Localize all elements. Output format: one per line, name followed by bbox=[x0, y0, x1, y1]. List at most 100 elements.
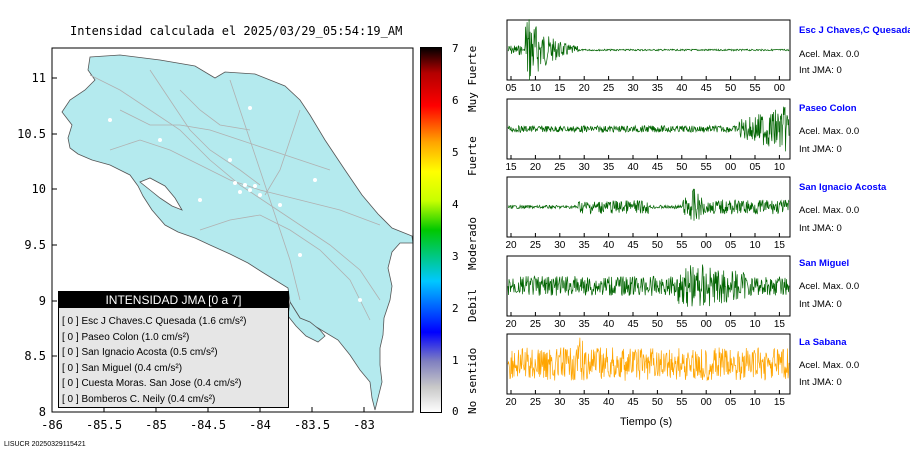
waveform-xaxis-title: Tiempo (s) bbox=[620, 416, 673, 428]
waveform-tick-label: 05 bbox=[725, 397, 737, 408]
map-xtick: -84.5 bbox=[189, 418, 227, 432]
legend-item: [ 0 ] Bomberos C. Neily (0.4 cm/s²) bbox=[62, 393, 216, 405]
waveform-tick-label: 55 bbox=[676, 319, 688, 330]
osa-peninsula bbox=[287, 300, 326, 343]
map-ytick: 10.5 bbox=[17, 127, 46, 141]
costa-rica-landmass bbox=[61, 54, 414, 411]
waveform-tick-label: 55 bbox=[700, 162, 712, 173]
station-jma: Int JMA: 0 bbox=[799, 65, 842, 76]
map-ytick: 11 bbox=[31, 71, 46, 85]
road-network bbox=[89, 69, 381, 321]
colorbar-tick: 6 bbox=[452, 94, 459, 107]
map-ytick: 8 bbox=[38, 405, 46, 419]
map-title: Intensidad calculada el 2025/03/29_05:54… bbox=[70, 24, 403, 38]
station-name: La Sabana bbox=[799, 337, 847, 348]
waveform-tick-label: 25 bbox=[529, 397, 541, 408]
map-xtick: -85 bbox=[145, 418, 167, 432]
waveform-tick-label: 30 bbox=[578, 162, 590, 173]
map-xtick: -83.5 bbox=[293, 418, 331, 432]
waveform-tick-label: 30 bbox=[554, 319, 566, 330]
waveform-tick-label: 00 bbox=[700, 319, 712, 330]
colorbar-tick: 5 bbox=[452, 146, 459, 159]
station-acel: Acel. Max. 0.0 bbox=[799, 49, 860, 60]
waveform-tick-label: 40 bbox=[627, 162, 639, 173]
waveform-tick-label: 25 bbox=[529, 240, 541, 251]
waveform-tick-label: 20 bbox=[578, 83, 590, 94]
waveform-tick-label: 50 bbox=[651, 319, 663, 330]
station-jma: Int JMA: 0 bbox=[799, 299, 842, 310]
waveform-tick-label: 15 bbox=[773, 319, 785, 330]
waveform-tick-label: 25 bbox=[529, 319, 541, 330]
waveform-tick-label: 15 bbox=[554, 83, 566, 94]
waveform-tick-label: 50 bbox=[676, 162, 688, 173]
map-ytick: 10 bbox=[31, 182, 46, 196]
waveform-tick-label: 35 bbox=[651, 83, 663, 94]
legend-item: [ 0 ] Paseo Colon (1.0 cm/s²) bbox=[62, 331, 190, 343]
station-jma: Int JMA: 0 bbox=[799, 144, 842, 155]
waveform-tick-label: 15 bbox=[773, 397, 785, 408]
intensity-legend: INTENSIDAD JMA [0 a 7] [ 0 ] Esc J Chave… bbox=[58, 291, 289, 408]
waveform-line bbox=[507, 188, 790, 221]
station-acel: Acel. Max. 0.0 bbox=[799, 360, 860, 371]
map-xtick: -83 bbox=[353, 418, 375, 432]
waveform-tick-label: 00 bbox=[700, 397, 712, 408]
waveform-tick-label: 10 bbox=[749, 319, 761, 330]
waveform-tick-label: 50 bbox=[651, 240, 663, 251]
waveform-tick-label: 15 bbox=[773, 240, 785, 251]
map-ytick: 9.5 bbox=[24, 238, 46, 252]
station-name: San Ignacio Acosta bbox=[799, 182, 887, 193]
station-markers bbox=[108, 106, 362, 302]
legend-title: INTENSIDAD JMA [0 a 7] bbox=[59, 292, 288, 308]
legend-item: [ 0 ] Esc J Chaves.C Quesada (1.6 cm/s²) bbox=[62, 316, 247, 327]
colorbar-tick: 3 bbox=[452, 250, 459, 263]
waveform-tick-label: 10 bbox=[749, 397, 761, 408]
waveform-tick-label: 05 bbox=[725, 319, 737, 330]
station-acel: Acel. Max. 0.0 bbox=[799, 281, 860, 292]
station-acel: Acel. Max. 0.0 bbox=[799, 205, 860, 216]
station-name: Esc J Chaves,C Quesada bbox=[799, 25, 910, 36]
waveform-tick-label: 40 bbox=[676, 83, 688, 94]
waveform-tick-label: 00 bbox=[773, 83, 785, 94]
waveform-tick-label: 15 bbox=[505, 162, 517, 173]
waveform-tick-label: 45 bbox=[700, 83, 712, 94]
waveform-tick-label: 30 bbox=[554, 240, 566, 251]
footer-id: LISUCR 20250329115421 bbox=[4, 441, 86, 448]
station-name: San Miguel bbox=[799, 258, 850, 269]
waveform-tick-label: 55 bbox=[676, 240, 688, 251]
waveform-tick-label: 35 bbox=[578, 397, 590, 408]
map-ytick: 8.5 bbox=[24, 349, 46, 363]
waveform-tick-label: 20 bbox=[529, 162, 541, 173]
map-ytick: 9 bbox=[38, 294, 46, 308]
colorbar-tick: 0 bbox=[452, 405, 459, 418]
waveform-tick-label: 05 bbox=[505, 83, 517, 94]
waveform-tick-label: 45 bbox=[627, 319, 639, 330]
waveform-tick-label: 00 bbox=[725, 162, 737, 173]
waveform-tick-label: 40 bbox=[603, 397, 615, 408]
waveform-tick-label: 20 bbox=[505, 397, 517, 408]
colorbar-tick: 4 bbox=[452, 198, 459, 211]
waveform-tick-label: 45 bbox=[651, 162, 663, 173]
waveform-tick-label: 00 bbox=[700, 240, 712, 251]
waveform-tick-label: 30 bbox=[627, 83, 639, 94]
legend-item: [ 0 ] San Ignacio Acosta (0.5 cm/s²) bbox=[62, 347, 218, 358]
waveform-tick-label: 10 bbox=[749, 240, 761, 251]
legend-list: [ 0 ] Esc J Chaves.C Quesada (1.6 cm/s²)… bbox=[62, 314, 247, 407]
map-xtick: -86 bbox=[41, 418, 63, 432]
waveform-tick-label: 50 bbox=[725, 83, 737, 94]
station-jma: Int JMA: 0 bbox=[799, 377, 842, 388]
waveform-line bbox=[507, 19, 790, 81]
waveform-tick-label: 45 bbox=[627, 240, 639, 251]
waveform-tick-label: 40 bbox=[603, 240, 615, 251]
waveform-tick-label: 35 bbox=[578, 240, 590, 251]
map-xtick: -85.5 bbox=[85, 418, 123, 432]
colorbar-tick: 1 bbox=[452, 354, 459, 367]
waveform-tick-label: 35 bbox=[603, 162, 615, 173]
waveform-tick-label: 55 bbox=[749, 83, 761, 94]
legend-item: [ 0 ] Cuesta Moras. San Jose (0.4 cm/s²) bbox=[62, 378, 242, 389]
waveform-tick-label: 25 bbox=[554, 162, 566, 173]
waveform-frame bbox=[506, 333, 791, 395]
colorbar-tick: 2 bbox=[452, 302, 459, 315]
waveform-line bbox=[507, 337, 790, 382]
